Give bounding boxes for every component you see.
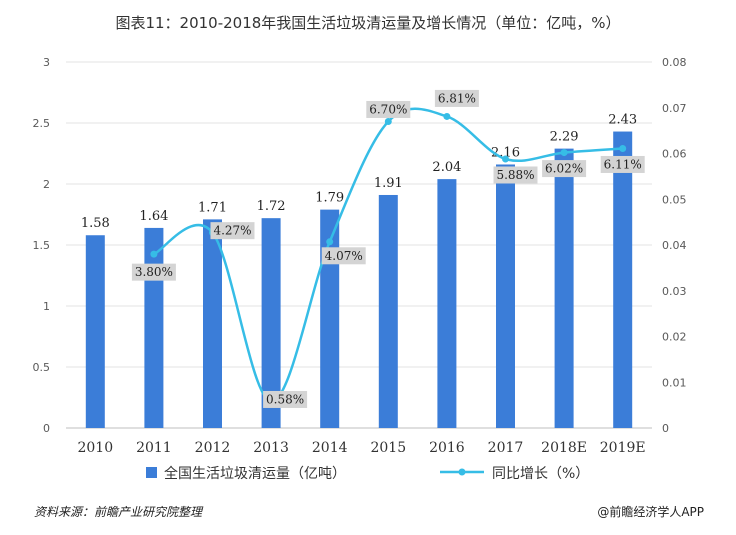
bar-value-label: 1.64 [139, 209, 168, 224]
bar [203, 219, 222, 428]
y-right-tick-label: 0 [662, 422, 669, 435]
bar [496, 164, 515, 429]
line-value-label: 4.07% [325, 249, 363, 263]
line-value-label: 4.27% [213, 224, 251, 238]
y-left-tick-label: 2 [43, 178, 50, 191]
bar-value-label: 1.71 [198, 200, 227, 215]
y-left-tick-label: 1.5 [33, 239, 51, 252]
y-right-tick-label: 0.02 [662, 331, 687, 344]
bar-value-label: 2.04 [432, 160, 461, 175]
chart-title: 图表11：2010-2018年我国生活垃圾清运量及增长情况（单位：亿吨，%） [115, 14, 620, 32]
line-point [619, 144, 627, 152]
y-right-tick-label: 0.01 [662, 376, 687, 389]
line-value-label: 6.70% [369, 102, 407, 116]
x-axis-ticks: 2010 2011 2012 2013 2014 2015 2016 2017 2018E 201… [77, 440, 645, 456]
bar [261, 218, 281, 428]
x-tick-label: 2012 [195, 440, 231, 456]
bar-value-label: 2.29 [550, 130, 579, 145]
legend-line-label: 同比增长（%） [492, 466, 589, 482]
bar [85, 235, 105, 428]
bar [437, 179, 457, 428]
bar-value-label: 1.58 [81, 216, 110, 231]
y-right-tick-label: 0.06 [662, 148, 687, 161]
line-label-box [434, 89, 479, 107]
y-right-tick-label: 0.07 [662, 102, 687, 115]
line-point [150, 250, 158, 258]
x-tick-label: 2018E [541, 440, 587, 456]
bar [554, 148, 574, 428]
bar [613, 131, 633, 429]
bar [378, 194, 398, 428]
y-left-tick-label: 2.5 [33, 117, 51, 130]
bar-value-label: 1.91 [374, 176, 403, 191]
line-labels: 3.80% 4.27% 0.58% 4.07% 6.70% 6.81% 5.88% 6.02%… [131, 89, 645, 408]
line-label-box [493, 166, 538, 184]
bar-series [85, 131, 633, 429]
brand-credit: @前瞻经济学人APP [597, 504, 704, 519]
x-tick-label: 2010 [77, 440, 113, 456]
line-value-label: 6.11% [604, 157, 642, 171]
left-axis-ticks: 0 0.5 1 1.5 2 2.5 3 [33, 56, 51, 435]
y-left-tick-label: 0 [43, 422, 50, 435]
line-value-label: 6.02% [545, 162, 583, 176]
line-value-label: 5.88% [496, 168, 534, 182]
legend: 全国生活垃圾清运量（亿吨） 同比增长（%） [146, 465, 589, 482]
line-label-box [366, 100, 411, 118]
bar [144, 227, 164, 428]
line-point [326, 238, 334, 246]
x-tick-label: 2017 [488, 440, 524, 456]
y-right-tick-label: 0.08 [662, 56, 687, 69]
y-right-tick-label: 0.05 [662, 193, 687, 206]
bar-value-label: 1.72 [257, 199, 286, 214]
y-left-tick-label: 3 [43, 56, 50, 69]
x-tick-label: 2013 [253, 440, 289, 456]
y-right-tick-label: 0.04 [662, 239, 687, 252]
bar-value-label: 2.43 [608, 113, 637, 128]
line-label-box [131, 263, 176, 281]
line-point [560, 149, 568, 157]
y-left-tick-label: 0.5 [33, 361, 51, 374]
source-note: 资料来源：前瞻产业研究院整理 [34, 505, 204, 519]
y-left-tick-label: 1 [43, 300, 50, 313]
line-point [384, 117, 392, 125]
growth-line [153, 107, 623, 403]
right-axis-ticks: 0 0.01 0.02 0.03 0.04 0.05 0.06 0.07 0.08 [662, 56, 687, 435]
bar-value-label: 1.79 [315, 191, 344, 206]
legend-line-marker [458, 468, 466, 476]
line-value-label: 3.80% [135, 265, 173, 279]
legend-bar-swatch [146, 467, 157, 478]
line-point [502, 155, 509, 163]
x-tick-label: 2014 [312, 440, 348, 456]
x-tick-label: 2016 [429, 440, 465, 456]
line-value-label: 6.81% [438, 91, 476, 105]
line-label-box [321, 247, 366, 265]
line-label-box [542, 160, 587, 178]
line-point [443, 112, 451, 120]
legend-bar-label: 全国生活垃圾清运量（亿吨） [164, 465, 346, 482]
line-value-label: 0.58% [266, 392, 304, 406]
line-label-box [210, 222, 255, 240]
x-tick-label: 2011 [136, 440, 172, 456]
bar-labels: 1.58 1.641.71 1.721.791.912.042.162.292.43 [81, 113, 637, 232]
y-right-tick-label: 0.03 [662, 285, 687, 298]
line-label-box [263, 390, 308, 408]
line-label-box [600, 155, 645, 173]
x-tick-label: 2015 [370, 440, 406, 456]
x-tick-label: 2019E [600, 440, 646, 456]
